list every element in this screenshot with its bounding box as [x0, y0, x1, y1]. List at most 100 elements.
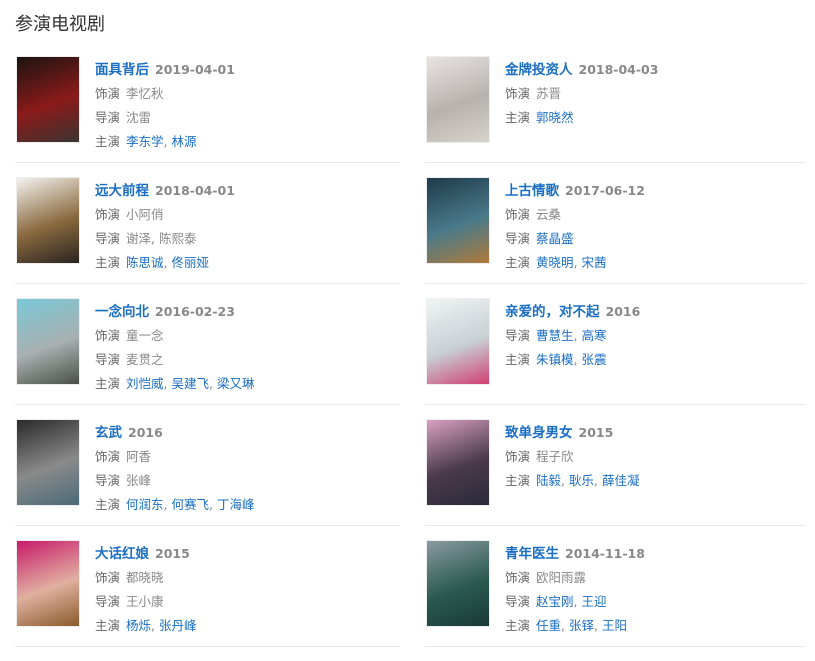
- title-line: 面具背后 2019-04-01: [95, 58, 235, 82]
- role-line: 导演 张峰: [95, 469, 254, 493]
- role-label: 主演: [505, 255, 531, 270]
- person-link[interactable]: 张震: [581, 352, 607, 367]
- drama-title-link[interactable]: 青年医生: [505, 546, 559, 562]
- poster-image[interactable]: [426, 177, 490, 264]
- drama-item: 青年医生 2014-11-18 饰演 欧阳雨露 导演 赵宝刚, 王迎 主演 任重, 张铎, 王…: [425, 540, 805, 661]
- title-line: 青年医生 2014-11-18: [505, 542, 645, 566]
- role-label: 饰演: [95, 570, 121, 585]
- person-link[interactable]: 耿乐: [568, 473, 594, 488]
- role-line: 导演 蔡晶盛: [505, 227, 645, 251]
- drama-item: 上古情歌 2017-06-12 饰演 云桑 导演 蔡晶盛 主演 黄晓明, 宋茜: [425, 177, 805, 298]
- role-label: 导演: [505, 328, 531, 343]
- person-link[interactable]: 王阳: [601, 618, 627, 633]
- role-label: 饰演: [505, 449, 531, 464]
- divider: [425, 525, 805, 526]
- person-link[interactable]: 何润东: [126, 497, 164, 512]
- person-link[interactable]: 郭晓然: [536, 110, 574, 125]
- poster-image[interactable]: [426, 419, 490, 506]
- poster-image[interactable]: [426, 540, 490, 627]
- person-link[interactable]: 赵宝刚: [536, 594, 574, 609]
- person-link[interactable]: 张铎: [568, 618, 594, 633]
- person-name: 欧阳雨露: [536, 570, 587, 585]
- drama-title-link[interactable]: 玄武: [95, 425, 122, 441]
- person-name: 云桑: [536, 207, 562, 222]
- role-line: 饰演 童一念: [95, 324, 254, 348]
- release-date: 2019-04-01: [155, 62, 235, 77]
- role-line: 主演 陈思诚, 佟丽娅: [95, 251, 235, 275]
- person-link[interactable]: 何赛飞: [171, 497, 209, 512]
- drama-title-link[interactable]: 金牌投资人: [505, 62, 573, 78]
- drama-info: 大话红娘 2015 饰演 都晓晓 导演 王小康 主演 杨烁, 张丹峰: [95, 542, 197, 638]
- poster-image[interactable]: [426, 298, 490, 385]
- person-link[interactable]: 黄晓明: [536, 255, 574, 270]
- separator: ,: [151, 618, 159, 633]
- person-link[interactable]: 高寒: [581, 328, 607, 343]
- person-link[interactable]: 林源: [171, 134, 197, 149]
- drama-title-link[interactable]: 远大前程: [95, 183, 149, 199]
- person-link[interactable]: 朱镇模: [536, 352, 574, 367]
- person-link[interactable]: 曹慧生: [536, 328, 574, 343]
- drama-info: 亲爱的，对不起 2016 导演 曹慧生, 高寒 主演 朱镇模, 张震: [505, 300, 640, 372]
- person-link[interactable]: 李东学: [126, 134, 164, 149]
- role-label: 导演: [505, 231, 531, 246]
- person-link[interactable]: 刘恺威: [126, 376, 164, 391]
- person-link[interactable]: 任重: [536, 618, 562, 633]
- role-label: 饰演: [505, 570, 531, 585]
- role-label: 饰演: [95, 86, 121, 101]
- role-line: 导演 赵宝刚, 王迎: [505, 590, 645, 614]
- drama-title-link[interactable]: 面具背后: [95, 62, 149, 78]
- person-link[interactable]: 张丹峰: [158, 618, 197, 633]
- person-link[interactable]: 薛佳凝: [601, 473, 640, 488]
- poster-image[interactable]: [16, 419, 80, 506]
- release-date: 2016: [605, 304, 641, 319]
- release-date: 2015: [155, 546, 190, 561]
- person-link[interactable]: 丁海峰: [216, 497, 255, 512]
- poster-image[interactable]: [16, 540, 80, 627]
- role-label: 导演: [95, 352, 121, 367]
- role-line: 主演 何润东, 何赛飞, 丁海峰: [95, 493, 254, 517]
- person-link[interactable]: 陆毅: [536, 473, 562, 488]
- person-link[interactable]: 宋茜: [581, 255, 607, 270]
- poster-image[interactable]: [16, 56, 80, 143]
- divider: [15, 283, 400, 284]
- separator: ,: [594, 618, 602, 633]
- role-line: 导演 谢泽, 陈熙泰: [95, 227, 235, 251]
- person-link[interactable]: 王迎: [581, 594, 607, 609]
- drama-title-link[interactable]: 致单身男女: [505, 425, 573, 441]
- role-label: 饰演: [95, 207, 121, 222]
- title-line: 远大前程 2018-04-01: [95, 179, 235, 203]
- poster-image[interactable]: [16, 177, 80, 264]
- poster-image[interactable]: [426, 56, 490, 143]
- title-line: 大话红娘 2015: [95, 542, 197, 566]
- drama-title-link[interactable]: 上古情歌: [505, 183, 559, 199]
- role-line: 饰演 都晓晓: [95, 566, 197, 590]
- divider: [15, 162, 400, 163]
- role-line: 饰演 云桑: [505, 203, 645, 227]
- drama-title-link[interactable]: 一念向北: [95, 304, 149, 320]
- person-link[interactable]: 蔡晶盛: [536, 231, 574, 246]
- release-date: 2018-04-03: [578, 62, 659, 77]
- separator: ,: [561, 618, 569, 633]
- drama-item: 一念向北 2016-02-23 饰演 童一念 导演 麦贯之 主演 刘恺威, 吴建飞, 梁又琳: [15, 298, 400, 419]
- person-link[interactable]: 佟丽娅: [171, 255, 209, 270]
- drama-info: 青年医生 2014-11-18 饰演 欧阳雨露 导演 赵宝刚, 王迎 主演 任重, 张铎, 王…: [505, 542, 645, 638]
- title-line: 一念向北 2016-02-23: [95, 300, 254, 324]
- person-link[interactable]: 杨烁: [126, 618, 152, 633]
- role-label: 导演: [95, 473, 121, 488]
- person-name: 小阿俏: [126, 207, 164, 222]
- role-line: 饰演 苏晋: [505, 82, 658, 106]
- release-date: 2014-11-18: [565, 546, 645, 561]
- title-line: 金牌投资人 2018-04-03: [505, 58, 658, 82]
- role-line: 饰演 李忆秋: [95, 82, 235, 106]
- drama-title-link[interactable]: 大话红娘: [95, 546, 149, 562]
- title-line: 玄武 2016: [95, 421, 254, 445]
- person-link[interactable]: 陈思诚: [126, 255, 164, 270]
- drama-title-link[interactable]: 亲爱的，对不起: [505, 304, 600, 320]
- person-link[interactable]: 吴建飞: [171, 376, 209, 391]
- role-label: 饰演: [95, 328, 121, 343]
- poster-image[interactable]: [16, 298, 80, 385]
- person-link[interactable]: 梁又琳: [216, 376, 255, 391]
- role-label: 主演: [505, 110, 531, 125]
- release-date: 2016: [128, 425, 163, 440]
- release-date: 2015: [578, 425, 614, 440]
